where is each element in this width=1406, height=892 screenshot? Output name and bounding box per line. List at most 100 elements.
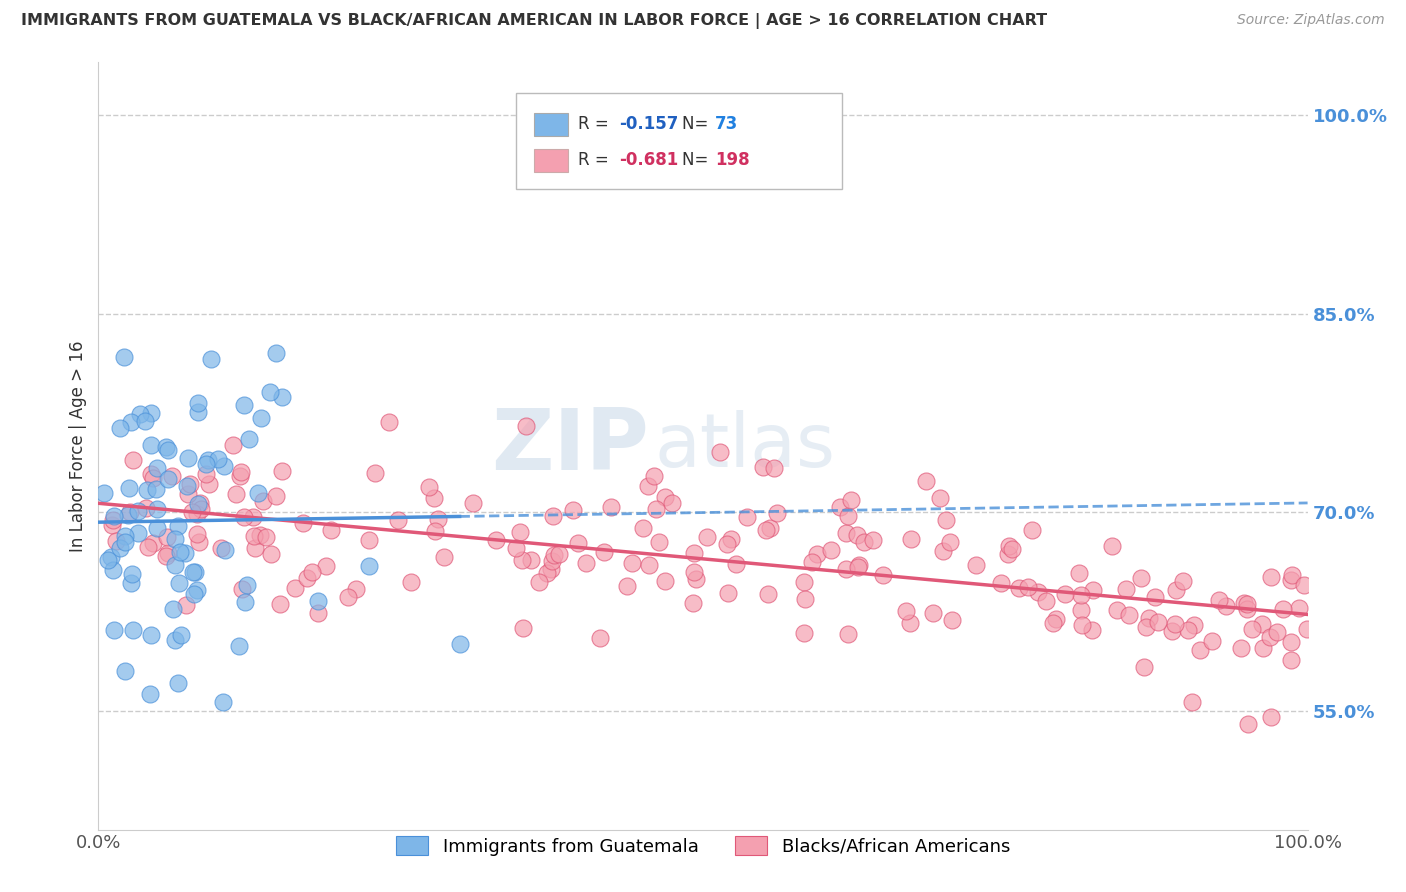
Point	[110, 541, 132, 556]
Point	[872, 567, 894, 582]
Point	[1279, 573, 1302, 587]
Point	[1147, 615, 1170, 629]
Point	[357, 533, 380, 548]
Point	[211, 695, 233, 709]
Point	[112, 350, 135, 364]
Point	[100, 550, 122, 565]
Point	[357, 559, 380, 574]
Point	[915, 474, 938, 488]
Point	[145, 501, 167, 516]
Point	[536, 566, 558, 580]
Point	[505, 541, 527, 555]
Point	[759, 521, 782, 535]
Point	[269, 598, 291, 612]
Point	[336, 590, 359, 604]
Point	[195, 458, 218, 472]
Point	[548, 547, 571, 561]
Point	[1053, 587, 1076, 601]
Point	[264, 489, 287, 503]
Point	[1164, 617, 1187, 632]
Point	[319, 524, 342, 538]
Point	[176, 487, 198, 501]
Point	[101, 517, 124, 532]
Point	[139, 467, 162, 481]
Point	[1208, 592, 1230, 607]
Point	[1250, 616, 1272, 631]
Point	[249, 528, 271, 542]
Point	[508, 524, 530, 539]
Point	[1240, 623, 1263, 637]
Point	[259, 384, 281, 399]
Point	[139, 687, 162, 701]
Text: atlas: atlas	[655, 409, 835, 483]
Point	[1130, 571, 1153, 585]
Point	[260, 547, 283, 561]
Point	[163, 533, 186, 547]
Point	[1292, 578, 1315, 592]
Point	[1236, 602, 1258, 616]
Point	[1296, 622, 1319, 636]
Point	[167, 518, 190, 533]
Point	[162, 469, 184, 483]
Point	[135, 483, 157, 497]
Point	[1135, 619, 1157, 633]
Point	[271, 464, 294, 478]
Point	[589, 631, 612, 645]
Point	[998, 539, 1021, 553]
Point	[1081, 623, 1104, 637]
Point	[527, 575, 550, 590]
Point	[418, 480, 440, 494]
Point	[512, 621, 534, 635]
Point	[170, 628, 193, 642]
Point	[654, 490, 676, 504]
Point	[644, 501, 666, 516]
Point	[685, 572, 707, 586]
Point	[197, 476, 219, 491]
Point	[207, 451, 229, 466]
Point	[176, 450, 198, 465]
Point	[252, 494, 274, 508]
Point	[187, 396, 209, 410]
Point	[575, 556, 598, 570]
Point	[637, 479, 659, 493]
Point	[1160, 624, 1182, 638]
Point	[543, 549, 565, 563]
Bar	[534, 113, 568, 136]
Point	[1260, 710, 1282, 724]
Point	[120, 575, 142, 590]
Point	[344, 582, 367, 596]
Point	[1233, 597, 1256, 611]
Point	[142, 535, 165, 549]
Point	[93, 485, 115, 500]
Point	[616, 579, 638, 593]
Point	[1281, 568, 1303, 582]
Point	[1070, 588, 1092, 602]
Point	[190, 501, 212, 516]
Point	[461, 496, 484, 510]
Point	[648, 535, 671, 549]
Point	[186, 526, 208, 541]
Point	[682, 596, 704, 610]
Point	[295, 571, 318, 585]
Text: 73: 73	[716, 115, 738, 133]
Point	[174, 545, 197, 559]
Point	[846, 559, 869, 574]
Point	[114, 535, 136, 549]
Legend: Immigrants from Guatemala, Blacks/African Americans: Immigrants from Guatemala, Blacks/Africa…	[388, 829, 1018, 863]
Point	[716, 536, 738, 550]
Point	[117, 508, 139, 522]
Point	[187, 405, 209, 419]
Point	[1137, 611, 1160, 625]
Y-axis label: In Labor Force | Age > 16: In Labor Force | Age > 16	[69, 340, 87, 552]
Point	[1171, 574, 1194, 588]
Point	[97, 553, 120, 567]
Point	[922, 607, 945, 621]
FancyBboxPatch shape	[516, 93, 842, 189]
Point	[427, 512, 450, 526]
Text: N=: N=	[682, 115, 714, 133]
Point	[1070, 603, 1092, 617]
Point	[120, 505, 142, 519]
Point	[755, 523, 778, 537]
Point	[846, 528, 869, 542]
Point	[1260, 569, 1282, 583]
